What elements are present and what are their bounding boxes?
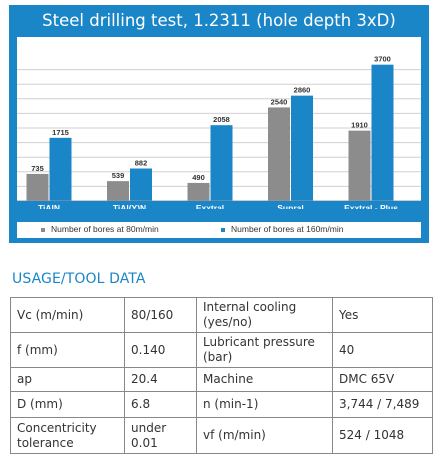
data-label: 2058 [213,115,230,124]
table-cell: vf (m/min) [196,417,333,454]
table-cell: 524 / 1048 [332,417,433,454]
table-cell: 3,744 / 7,489 [332,391,433,418]
legend-item-80: Number of bores at 80m/min [41,224,159,234]
table-cell: Internal cooling (yes/no) [196,297,333,333]
plot-area: 735 1715 539 882 490 2058 2540 2860 1910 3700 TiAl… [17,37,421,209]
table-row: Vc (m/min) 80/160 Internal cooling (yes/… [10,297,433,333]
data-label: 2860 [294,86,311,95]
table-cell: f (mm) [10,332,125,368]
data-label: 882 [135,159,148,168]
data-label: 735 [31,164,44,173]
table-cell: under 0.01 [124,417,197,454]
table-cell: Lubricant pressure (bar) [196,332,333,368]
bar [26,173,49,201]
category-label: Supral [277,203,303,209]
data-label: 1715 [52,128,69,137]
table-cell: 80/160 [124,297,197,333]
table-cell: n (min-1) [196,391,333,418]
bar [107,181,129,201]
table-row: f (mm) 0.140 Lubricant pressure (bar) 40 [10,332,433,368]
bar [291,95,313,201]
table-row: D (mm) 6.8 n (min-1) 3,744 / 7,489 [10,391,433,418]
category-band [17,201,421,209]
category-label: TiAlN [38,203,60,209]
data-label: 3700 [374,55,391,64]
data-label: 2540 [271,97,288,106]
bar [268,107,290,201]
data-label: 539 [112,171,125,180]
legend-swatch-80 [41,227,45,232]
table-row: Concentricity tolerance under 0.01 vf (m… [10,417,433,454]
table-cell: 20.4 [124,367,197,392]
table-cell: 0.140 [124,332,197,368]
table-cell: Vc (m/min) [10,297,125,333]
table-cell: 6.8 [124,391,197,418]
bar [187,182,210,201]
table-cell: DMC 65V [332,367,433,392]
legend: Number of bores at 80m/min Number of bor… [17,222,421,238]
category-label: Exxtral [196,203,224,209]
bar [49,137,72,201]
legend-item-160: Number of bores at 160m/min [221,224,343,234]
table-cell: Machine [196,367,333,392]
legend-swatch-160 [221,227,225,232]
category-label: TiAl(Y)N [113,203,146,209]
bar [371,64,394,202]
tool-data-table: Vc (m/min) 80/160 Internal cooling (yes/… [10,297,433,454]
table-cell: Concentricity tolerance [10,417,125,454]
section-heading: USAGE/TOOL DATA [12,271,146,287]
data-label: 490 [192,173,205,182]
bar [210,125,233,201]
table-cell: 40 [332,332,433,368]
chart-title: Steel drilling test, 1.2311 (hole depth … [42,11,396,30]
legend-label-80: Number of bores at 80m/min [51,224,159,234]
table-cell: D (mm) [10,391,125,418]
chart-panel: Steel drilling test, 1.2311 (hole depth … [9,5,429,243]
category-label: Exxtral - Plus [344,203,398,209]
data-label: 1910 [351,121,368,130]
table-cell: Yes [332,297,433,333]
table-cell: ap [10,367,125,392]
bar [348,130,371,201]
bar [130,168,152,201]
bar-chart: 735 1715 539 882 490 2058 2540 2860 1910 3700 TiAl… [17,55,421,209]
legend-label-160: Number of bores at 160m/min [231,224,344,234]
table-row: ap 20.4 Machine DMC 65V [10,367,433,392]
